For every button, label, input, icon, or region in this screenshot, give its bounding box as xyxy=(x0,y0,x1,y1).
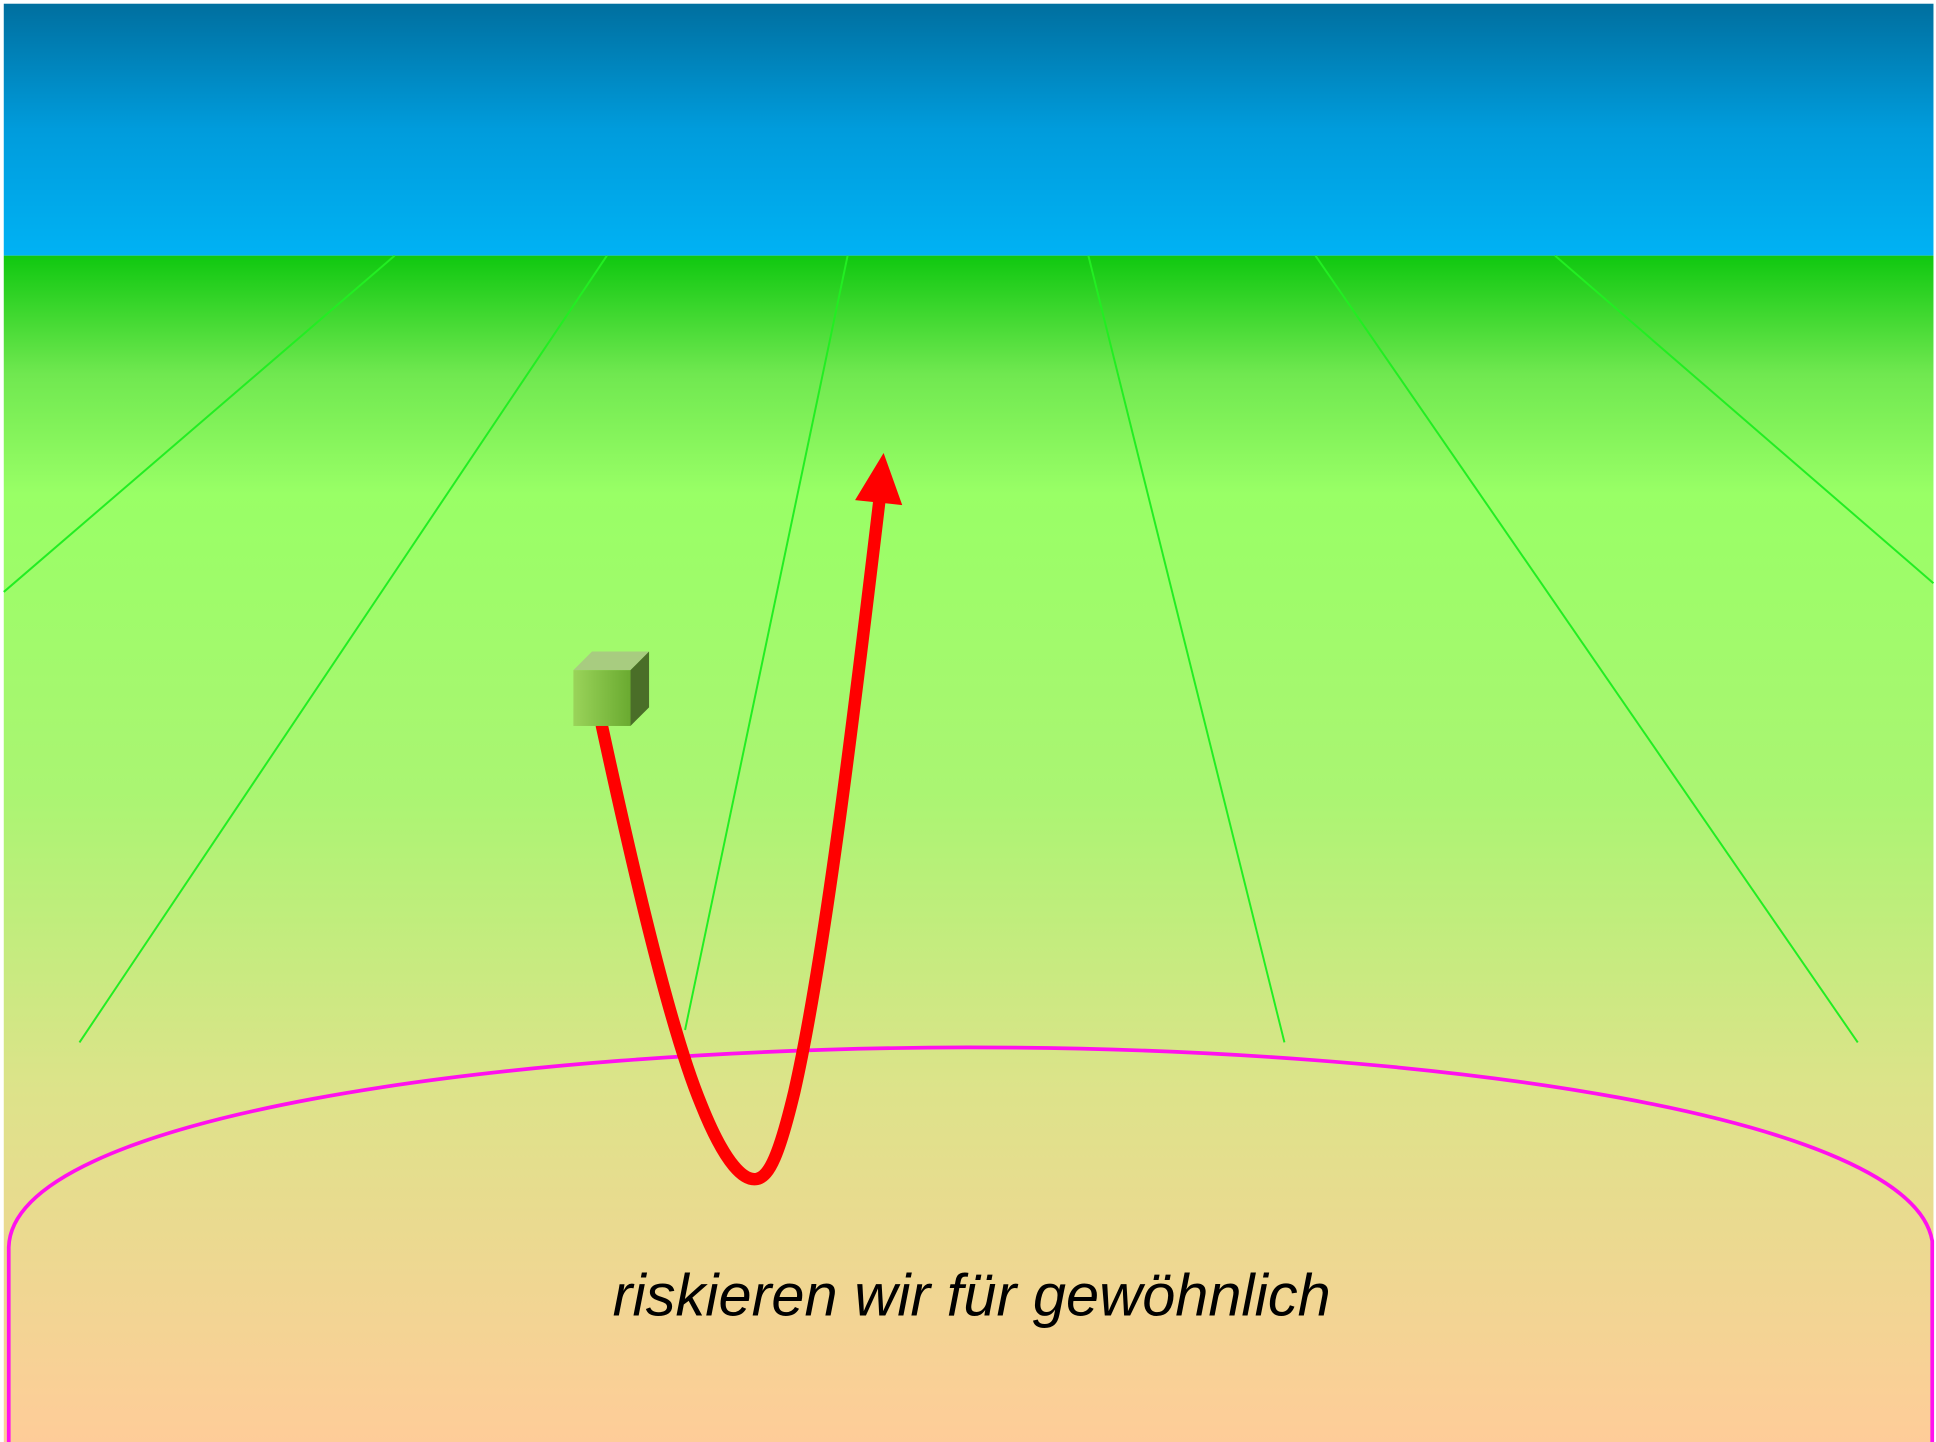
sky xyxy=(4,4,1934,256)
cube xyxy=(573,652,649,726)
caption: riskieren wir für gewöhnlich xyxy=(613,1261,1331,1328)
scene: riskieren wir für gewöhnlich xyxy=(0,0,1936,1442)
page: {"caption": "riskieren wir für gewöhnlic… xyxy=(0,0,1936,1442)
